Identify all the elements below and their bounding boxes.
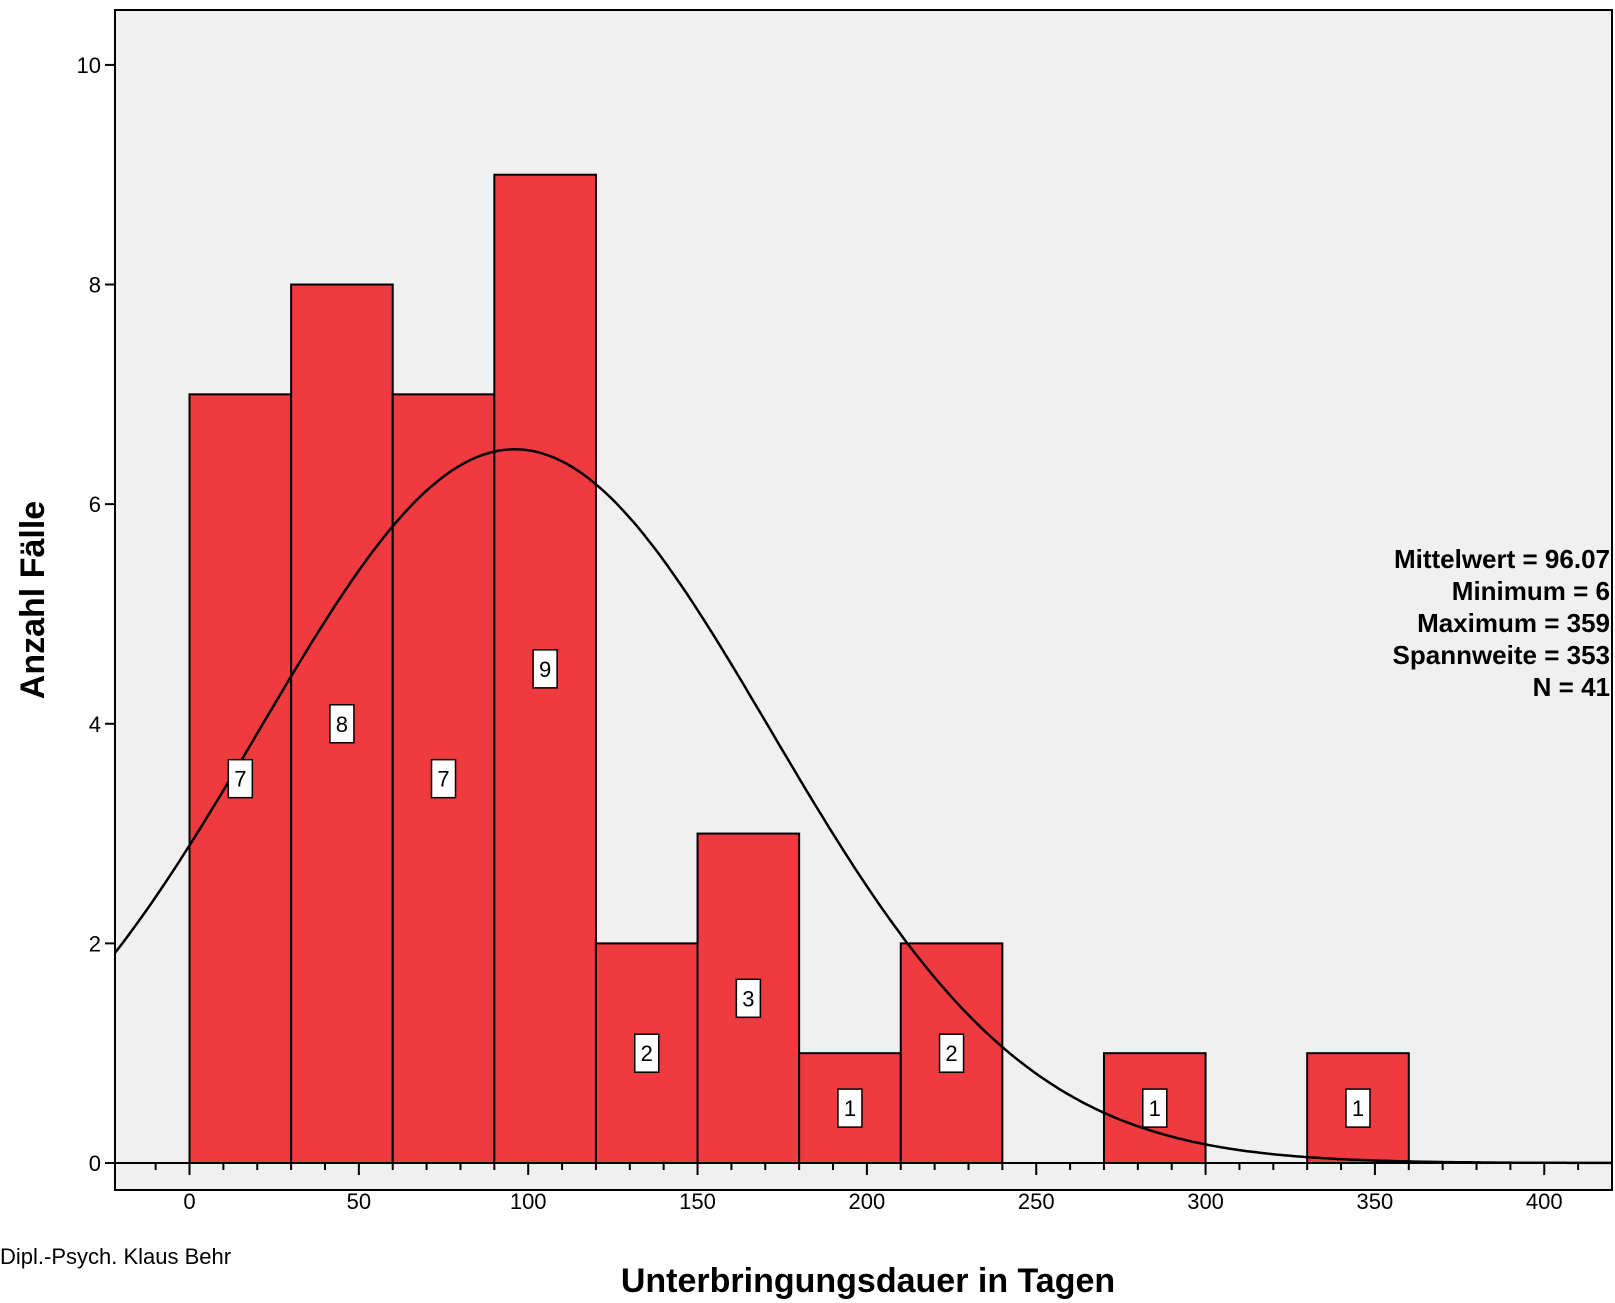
bar-label-box bbox=[532, 649, 558, 689]
bar-label-value: 7 bbox=[234, 767, 246, 792]
x-tick-label: 100 bbox=[510, 1189, 547, 1214]
x-axis: 0 50 100 150 200 250 300 350 400 bbox=[115, 1162, 1612, 1214]
bar-label-value: 1 bbox=[1352, 1096, 1364, 1121]
x-tick-label: 50 bbox=[347, 1189, 371, 1214]
x-axis-title: Unterbringungsdauer in Tagen bbox=[621, 1262, 1115, 1300]
x-tick-label: 400 bbox=[1526, 1189, 1563, 1214]
y-tick-label: 6 bbox=[89, 492, 101, 517]
stats-line-0: Mittelwert = 96.07 bbox=[1394, 544, 1610, 574]
bar-label-value: 8 bbox=[336, 712, 348, 737]
y-tick-label: 2 bbox=[89, 931, 101, 956]
bar-label-value: 2 bbox=[945, 1041, 957, 1066]
bar-label-8: 1 bbox=[1142, 1088, 1168, 1128]
bar-label-box bbox=[837, 1088, 863, 1128]
x-tick-label: 150 bbox=[679, 1189, 716, 1214]
y-tick-label: 4 bbox=[89, 712, 101, 737]
bar-label-1: 8 bbox=[329, 704, 355, 744]
bar-label-value: 2 bbox=[641, 1041, 653, 1066]
bar-label-box bbox=[735, 978, 762, 1019]
x-tick-label: 300 bbox=[1187, 1189, 1224, 1214]
bar-label-9: 1 bbox=[1345, 1088, 1371, 1128]
x-tick-label: 200 bbox=[849, 1189, 886, 1214]
bar-label-5: 3 bbox=[735, 978, 762, 1019]
bar-label-box bbox=[430, 758, 457, 799]
stats-line-1: Minimum = 6 bbox=[1452, 576, 1610, 606]
stats-line-3: Spannweite = 353 bbox=[1393, 640, 1610, 670]
bar-label-box bbox=[1345, 1088, 1371, 1128]
bar-label-value: 7 bbox=[437, 767, 449, 792]
bar-label-box bbox=[329, 704, 355, 744]
bar-label-value: 3 bbox=[742, 986, 754, 1011]
bar-label-box bbox=[1142, 1088, 1168, 1128]
x-tick-label: 250 bbox=[1018, 1189, 1055, 1214]
x-tick-label: 350 bbox=[1357, 1189, 1394, 1214]
bar-6 bbox=[798, 1052, 902, 1164]
bar-label-box bbox=[633, 1033, 660, 1073]
bar-label-value: 9 bbox=[539, 657, 551, 682]
bar-label-value: 1 bbox=[844, 1096, 856, 1121]
stats-line-2: Maximum = 359 bbox=[1417, 608, 1610, 638]
bar-label-7: 2 bbox=[938, 1033, 965, 1073]
bar-label-2: 7 bbox=[430, 758, 457, 799]
stats-line-4: N = 41 bbox=[1533, 672, 1610, 702]
bar-label-box bbox=[227, 758, 254, 799]
bar-label-box bbox=[938, 1033, 965, 1073]
bar-label-0: 7 bbox=[227, 758, 254, 799]
y-axis: 0 2 4 6 8 10 bbox=[77, 53, 115, 1176]
bar-label-value: 1 bbox=[1149, 1096, 1161, 1121]
bar-label-4: 2 bbox=[633, 1033, 660, 1073]
author-credit: Dipl.-Psych. Klaus Behr bbox=[0, 1244, 232, 1269]
bar-labels: 7 8 7 9 2 3 1 2 1 1 bbox=[227, 649, 1371, 1128]
bar-label-3: 9 bbox=[532, 649, 558, 689]
y-axis-title: Anzahl Fälle bbox=[14, 501, 52, 699]
y-tick-label: 0 bbox=[89, 1151, 101, 1176]
bar-label-6: 1 bbox=[837, 1088, 863, 1128]
normal-curve bbox=[114, 448, 1612, 1165]
y-tick-label: 8 bbox=[89, 273, 101, 298]
y-tick-label: 10 bbox=[77, 53, 101, 78]
x-tick-label: 0 bbox=[183, 1189, 195, 1214]
